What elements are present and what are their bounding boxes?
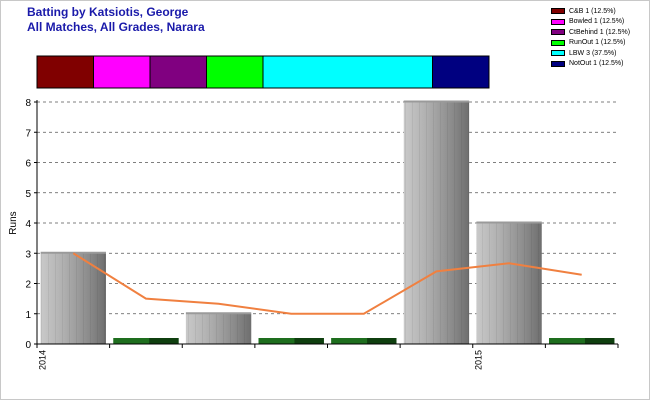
legend-label: LBW 3 (37.5%) xyxy=(569,49,617,57)
zero-run-marker-shade xyxy=(367,338,397,344)
zero-run-marker-shade xyxy=(584,338,615,344)
y-tick-label: 2 xyxy=(25,280,31,291)
y-tick-label: 8 xyxy=(25,98,31,109)
legend-swatch xyxy=(551,39,565,46)
legend-swatch xyxy=(551,60,565,67)
legend-label: NotOut 1 (12.5%) xyxy=(569,60,624,67)
legend-swatch xyxy=(551,29,565,35)
legend-label: CtBehind 1 (12.5%) xyxy=(569,28,631,36)
legend-item: NotOut 1 (12.5%) xyxy=(551,59,630,69)
bar-shade xyxy=(403,102,470,344)
legend-label: RunOut 1 (12.5%) xyxy=(569,39,626,46)
zero-run-marker-shade xyxy=(294,338,324,344)
dismissal-segment xyxy=(93,55,151,89)
y-tick-label: 6 xyxy=(25,159,31,170)
dismissal-segment xyxy=(432,55,490,89)
zero-run-marker xyxy=(331,338,397,344)
y-tick-label: 0 xyxy=(25,340,31,351)
bar-shade xyxy=(476,223,542,344)
legend-item: C&B 1 (12.5%) xyxy=(551,6,630,16)
y-tick-label: 5 xyxy=(25,189,31,200)
legend-label: C&B 1 (12.5%) xyxy=(569,7,616,15)
legend-label: Bowled 1 (12.5%) xyxy=(569,18,625,25)
bar-top xyxy=(403,100,470,103)
bar-shade xyxy=(40,253,106,344)
legend-swatch xyxy=(551,8,565,14)
chart-subtitle: All Matches, All Grades, Narara xyxy=(27,20,205,34)
legend-item: RunOut 1 (12.5%) xyxy=(551,38,630,48)
chart-title: Batting by Katsiotis, George xyxy=(27,5,189,19)
x-tick-label: 2015 xyxy=(473,350,483,370)
y-tick-label: 7 xyxy=(25,128,31,139)
dismissal-segment xyxy=(36,55,94,89)
legend-item: LBW 3 (37.5%) xyxy=(551,48,630,58)
zero-run-marker xyxy=(549,338,615,344)
legend-item: CtBehind 1 (12.5%) xyxy=(551,27,630,37)
legend: C&B 1 (12.5%) Bowled 1 (12.5%) CtBehind 1 … xyxy=(551,6,630,69)
zero-run-marker xyxy=(258,338,324,344)
y-tick-label: 3 xyxy=(25,249,31,260)
zero-run-marker-shade xyxy=(149,338,179,344)
dismissal-segment xyxy=(206,55,264,89)
legend-swatch xyxy=(551,50,565,56)
bar-top xyxy=(40,251,106,254)
dismissal-segment xyxy=(149,55,207,89)
y-tick-label: 4 xyxy=(25,219,31,230)
dismissal-segment xyxy=(262,55,433,89)
bar-shade xyxy=(185,313,252,344)
legend-swatch xyxy=(551,18,565,25)
bar-top xyxy=(185,312,252,315)
average-line xyxy=(72,252,582,315)
zero-run-marker xyxy=(113,338,179,344)
y-tick-label: 1 xyxy=(25,310,31,321)
legend-item: Bowled 1 (12.5%) xyxy=(551,17,630,27)
x-tick-label: 2014 xyxy=(38,350,48,370)
y-axis-label: Runs xyxy=(8,211,19,234)
bar-top xyxy=(476,221,542,224)
